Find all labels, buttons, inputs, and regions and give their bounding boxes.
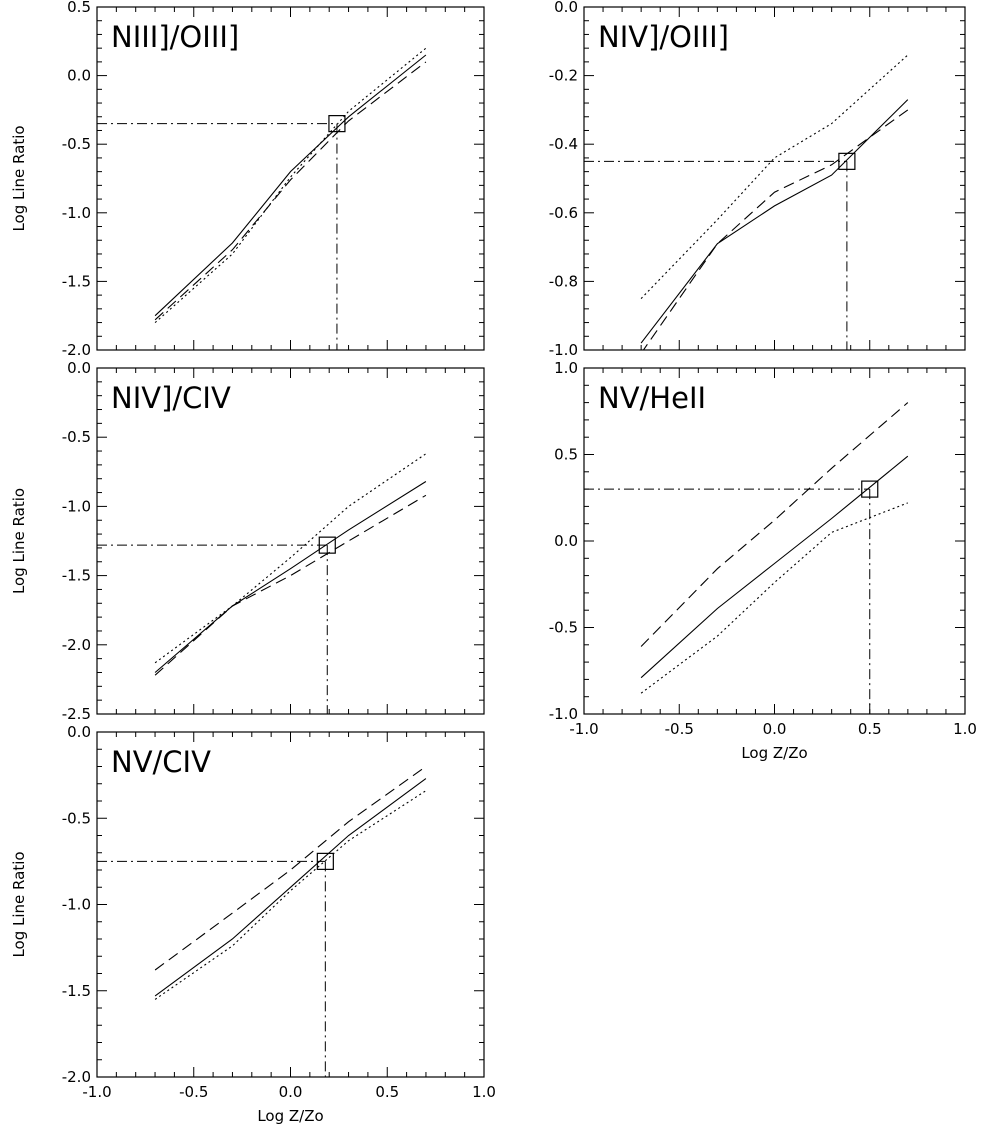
y-axis-title: Log Line Ratio	[10, 488, 28, 594]
y-tick-label: -0.8	[549, 272, 578, 290]
y-tick-label: -0.6	[549, 204, 578, 222]
series-line-solid	[154, 481, 427, 673]
panel-title: NV/HeII	[598, 381, 706, 415]
x-tick-label: -0.5	[665, 720, 694, 738]
y-tick-label: -0.2	[549, 67, 578, 85]
series-line-solid	[154, 54, 427, 317]
chart-panel-4: -1.0 -0.5 0.0 0.5 1.0 1.0 0.5 0.0 -0.5 -1.0 Log Z/…	[549, 359, 977, 762]
y-tick-label: -2.0	[62, 1068, 91, 1086]
y-axis-title: Log Line Ratio	[10, 851, 28, 957]
x-tick-label: 0.5	[375, 1083, 399, 1101]
y-tick-label: -1.5	[62, 272, 91, 290]
y-axis-title: Log Line Ratio	[10, 125, 28, 231]
panel-title: NV/CIV	[111, 745, 211, 779]
y-tick-label: -2.0	[62, 636, 91, 654]
x-tick-label: 1.0	[953, 720, 977, 738]
y-tick-label: -2.5	[62, 705, 91, 723]
x-tick-label: 0.0	[763, 720, 787, 738]
x-axis-title: Log Z/Zo	[257, 1107, 323, 1125]
chart-panel-2: 0.0 -0.2 -0.4 -0.6 -0.8 -1.0 NIV]/OIII]	[549, 0, 966, 359]
y-tick-label: -0.5	[62, 428, 91, 446]
x-axis-title: Log Z/Zo	[741, 744, 807, 762]
x-tick-label: 0.5	[858, 720, 882, 738]
series-line-dashed	[640, 402, 909, 647]
series-line-dashed	[642, 109, 909, 350]
series-line-dashed	[154, 766, 427, 971]
series-line-dotted	[154, 453, 427, 664]
y-tick-label: -1.0	[549, 341, 578, 359]
y-tick-label: -1.5	[62, 567, 91, 585]
panel-title: NIV]/OIII]	[598, 20, 729, 54]
x-tick-label: -1.0	[569, 720, 598, 738]
square-marker	[316, 852, 334, 870]
series-line-dotted	[154, 790, 427, 1000]
series-line-dotted	[640, 54, 909, 299]
y-tick-label: 0.0	[554, 0, 578, 16]
y-tick-label: -1.0	[62, 497, 91, 515]
plot-frame	[96, 731, 485, 1078]
square-marker	[838, 152, 856, 170]
y-tick-label: -0.5	[549, 619, 578, 637]
plot-frame	[96, 6, 485, 351]
y-tick-label: -0.5	[62, 809, 91, 827]
x-tick-label: 1.0	[472, 1083, 496, 1101]
y-tick-label: -1.0	[62, 896, 91, 914]
y-tick-label: 0.5	[67, 0, 91, 16]
panel-title: NIII]/OIII]	[111, 20, 239, 54]
square-marker	[318, 536, 336, 554]
y-tick-label: -1.0	[62, 204, 91, 222]
plot-frame	[583, 367, 966, 715]
panel-title: NIV]/CIV	[111, 381, 231, 415]
y-tick-label: 1.0	[554, 359, 578, 377]
y-tick-label: -2.0	[62, 341, 91, 359]
y-tick-label: -0.5	[62, 135, 91, 153]
series-line-dashed	[154, 494, 427, 676]
y-tick-label: 0.0	[67, 67, 91, 85]
series-line-dashed	[154, 61, 427, 321]
y-tick-label: 0.0	[554, 532, 578, 550]
chart-panel-1: 0.5 0.0 -0.5 -1.0 -1.5 -2.0 Log Line Ratio NIII…	[10, 0, 485, 359]
square-marker	[861, 480, 879, 498]
square-marker	[328, 115, 346, 133]
series-line-solid	[154, 778, 427, 997]
y-tick-label: -0.4	[549, 135, 578, 153]
y-tick-label: -1.0	[549, 705, 578, 723]
y-tick-label: 0.5	[554, 446, 578, 464]
plot-frame	[96, 367, 485, 715]
chart-panel-3: 0.0 -0.5 -1.0 -1.5 -2.0 -2.5 Log Line Ratio NIV…	[10, 359, 485, 723]
x-tick-label: 0.0	[279, 1083, 303, 1101]
chart-panel-5: -1.0 -0.5 0.0 0.5 1.0 0.0 -0.5 -1.0 -1.5 -2.0 Log …	[10, 723, 496, 1125]
series-line-dotted	[640, 502, 908, 694]
series-line-solid	[640, 455, 909, 679]
series-line-solid	[640, 99, 909, 344]
x-tick-label: -1.0	[82, 1083, 111, 1101]
y-tick-label: -1.5	[62, 982, 91, 1000]
y-tick-label: 0.0	[67, 359, 91, 377]
x-tick-label: -0.5	[179, 1083, 208, 1101]
y-tick-label: 0.0	[67, 723, 91, 741]
series-line-dotted	[154, 47, 427, 324]
